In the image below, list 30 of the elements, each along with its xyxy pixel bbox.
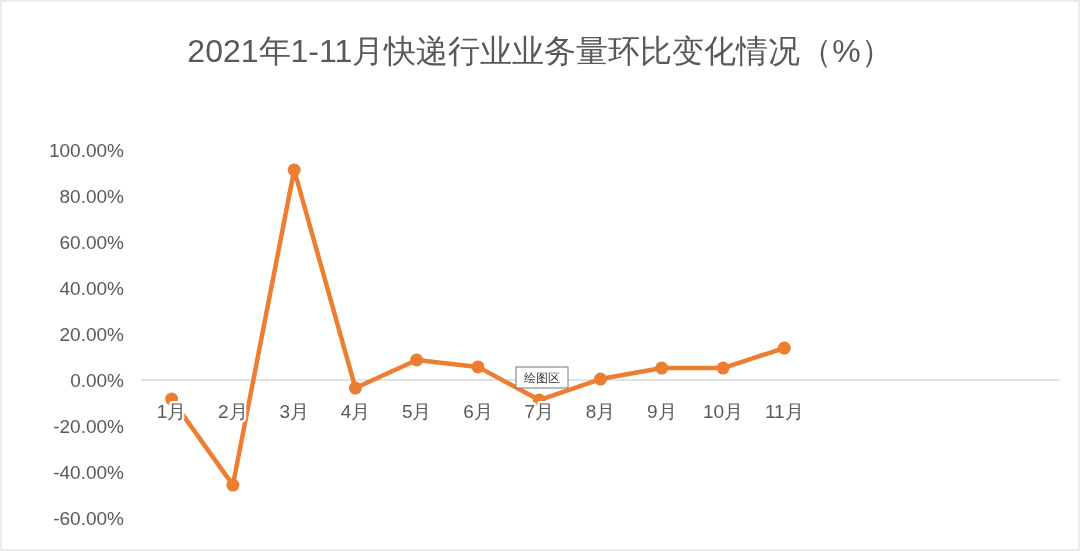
point: [287, 163, 301, 177]
y-tick-label: -40.00%: [53, 462, 125, 483]
y-tick-label: -60.00%: [53, 508, 125, 529]
y-tick-label: 20.00%: [59, 324, 125, 345]
point: [226, 478, 240, 492]
annotation: 绘图区: [524, 371, 560, 385]
y-tick-label: 100.00%: [48, 140, 125, 161]
chart-title: 2021年1-11月快递行业业务量环比变化情况（%）: [187, 33, 893, 69]
x-tick-label: 5月: [401, 401, 432, 422]
x-tick-label: 2月: [218, 401, 248, 422]
x-tick-label: 9月: [646, 401, 677, 422]
y-tick-label: 60.00%: [59, 232, 125, 253]
point: [716, 361, 730, 375]
x-tick-label: 8月: [585, 401, 616, 422]
y-tick-label: 0.00%: [70, 370, 125, 391]
point: [777, 341, 791, 355]
point: [471, 360, 485, 374]
x-tick-label: 3月: [279, 401, 309, 422]
x-tick-label: 7月: [524, 401, 555, 422]
point: [348, 381, 362, 395]
y-tick-label: 80.00%: [59, 186, 125, 207]
x-tick-label: 6月: [463, 401, 493, 422]
point: [594, 372, 607, 386]
x-tick-label: 4月: [340, 401, 371, 422]
point: [655, 361, 669, 375]
y-tick-label: -20.00%: [53, 416, 125, 437]
y-tick-label: 40.00%: [59, 278, 125, 299]
point: [410, 353, 424, 367]
x-tick-label: 11月: [764, 401, 804, 422]
x-tick-label: 10月: [702, 401, 744, 422]
